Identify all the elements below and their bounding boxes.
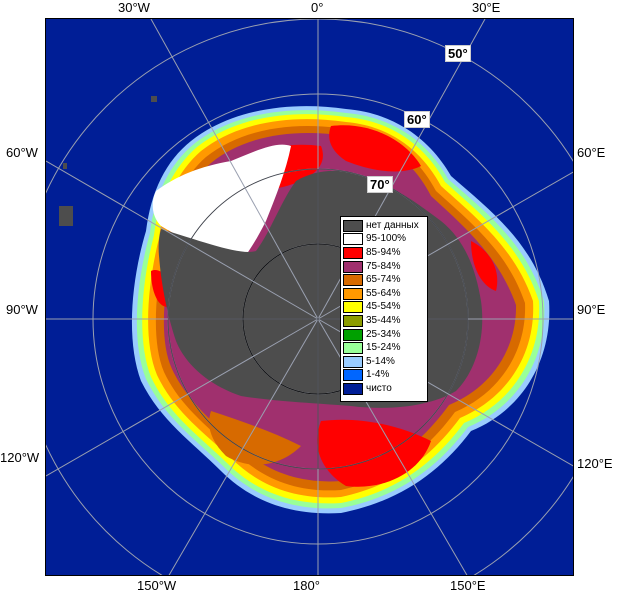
legend-item: чисто: [343, 382, 425, 396]
legend-item: 65-74%: [343, 273, 425, 287]
legend-label: 1-4%: [366, 369, 390, 381]
legend-item: 95-100%: [343, 233, 425, 247]
lon-label-60e: 60°E: [577, 145, 606, 160]
ice-patch-85-94-ne: [329, 125, 421, 172]
legend-item: нет данных: [343, 219, 425, 233]
lon-label-120e: 120°E: [577, 456, 613, 471]
legend-swatch: [343, 382, 363, 395]
legend-swatch: [343, 369, 363, 382]
lon-label-180: 180°: [293, 578, 320, 593]
island-speck-3: [63, 163, 67, 169]
legend-label: 95-100%: [366, 233, 407, 245]
meridian-150w: [168, 318, 319, 575]
legend-item: 45-54%: [343, 301, 425, 315]
legend-label: 75-84%: [366, 260, 401, 272]
island-speck-2: [151, 96, 157, 102]
meridian-30w: [150, 19, 319, 320]
sea-ice-map: [45, 18, 574, 576]
legend-swatch: [343, 287, 363, 300]
legend-item: 75-84%: [343, 260, 425, 274]
lat-label-70: 70°: [367, 176, 393, 193]
legend-label: чисто: [366, 382, 392, 394]
map-canvas: [46, 19, 573, 575]
meridian-120w: [46, 318, 319, 477]
lat-label-60: 60°: [404, 111, 430, 128]
legend-swatch: [343, 342, 363, 355]
legend-swatch: [343, 301, 363, 314]
lon-label-120w: 120°W: [0, 450, 40, 465]
legend-item: 25-34%: [343, 328, 425, 342]
legend-swatch: [343, 314, 363, 327]
lon-label-0: 0°: [311, 0, 324, 15]
lon-label-60w: 60°W: [6, 145, 38, 160]
legend-label: нет данных: [366, 219, 419, 231]
legend-swatch: [343, 233, 363, 246]
legend-swatch: [343, 328, 363, 341]
legend-label: 35-44%: [366, 314, 401, 326]
legend-label: 55-64%: [366, 287, 401, 299]
legend-swatch: [343, 355, 363, 368]
ice-95-100-weddell: [152, 144, 291, 261]
meridian-60w: [46, 160, 319, 320]
lat-label-50: 50°: [445, 45, 471, 62]
lon-label-90w: 90°W: [6, 302, 38, 317]
legend-swatch: [343, 246, 363, 259]
concentration-legend: нет данных 95-100% 85-94% 75-84% 65-74% 55-64…: [340, 216, 428, 402]
legend-label: 5-14%: [366, 355, 395, 367]
lon-label-30w: 30°W: [118, 0, 150, 15]
legend-item: 15-24%: [343, 341, 425, 355]
legend-swatch: [343, 260, 363, 273]
lon-label-30e: 30°E: [472, 0, 501, 15]
lon-label-90e: 90°E: [577, 302, 606, 317]
ice-patch-85-94-south: [317, 419, 431, 487]
legend-swatch: [343, 219, 363, 232]
legend-label: 65-74%: [366, 274, 401, 286]
legend-item: 5-14%: [343, 355, 425, 369]
legend-label: 25-34%: [366, 328, 401, 340]
island-speck-1: [59, 206, 73, 226]
legend-label: 85-94%: [366, 246, 401, 258]
lon-label-150w: 150°W: [137, 578, 177, 593]
legend-swatch: [343, 274, 363, 287]
lon-label-150e: 150°E: [450, 578, 486, 593]
legend-label: 45-54%: [366, 301, 401, 313]
ice-patch-85-94-east: [471, 241, 498, 291]
legend-item: 35-44%: [343, 314, 425, 328]
ice-patch-65-74-south: [209, 411, 301, 465]
legend-label: 15-24%: [366, 342, 401, 354]
legend-item: 1-4%: [343, 369, 425, 383]
legend-item: 55-64%: [343, 287, 425, 301]
legend-item: 85-94%: [343, 246, 425, 260]
